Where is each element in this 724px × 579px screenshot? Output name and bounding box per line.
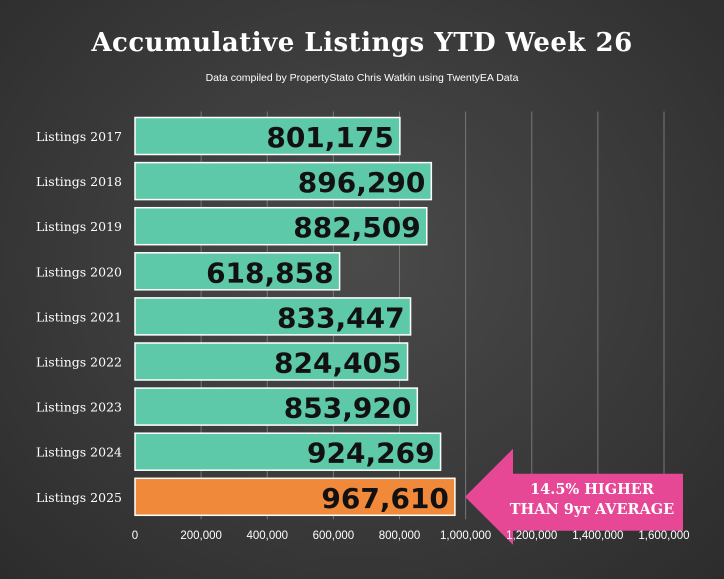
bar (134, 116, 401, 156)
bar (134, 252, 341, 291)
callout-text-line2: THAN 9yr AVERAGE (510, 501, 674, 518)
category-label: Listings 2025 (36, 490, 122, 505)
category-label: Listings 2020 (36, 264, 122, 279)
value-label: 967,610 (321, 482, 449, 515)
x-tick-label: 800,000 (379, 530, 421, 542)
callout-arrow (465, 448, 683, 545)
x-tick-label: 1,000,000 (440, 530, 491, 542)
bar (134, 432, 442, 471)
category-label: Listings 2018 (36, 174, 122, 189)
x-tick-label: 400,000 (246, 530, 288, 542)
value-label: 833,447 (277, 301, 405, 334)
x-tick-label: 0 (132, 530, 138, 542)
bar (134, 477, 456, 517)
category-label: Listings 2017 (36, 129, 122, 144)
bar (134, 387, 419, 426)
x-tick-label: 600,000 (313, 530, 355, 542)
value-label: 618,858 (206, 256, 334, 289)
category-label: Listings 2019 (36, 219, 122, 234)
value-label: 824,405 (274, 347, 402, 380)
bar (134, 297, 412, 336)
category-label: Listings 2022 (36, 355, 122, 370)
chart-subtitle: Data compiled by PropertyStato Chris Wat… (205, 72, 519, 84)
callout-text-line1: 14.5% HIGHER (530, 481, 655, 498)
x-tick-label: 1,600,000 (638, 530, 689, 542)
category-label: Listings 2021 (36, 309, 122, 324)
x-tick-label: 1,200,000 (506, 530, 557, 542)
bar (134, 342, 409, 381)
value-label: 924,269 (307, 437, 435, 470)
chart-title: Accumulative Listings YTD Week 26 (91, 28, 633, 58)
x-tick-label: 1,400,000 (572, 530, 623, 542)
x-tick-label: 200,000 (180, 530, 222, 542)
category-label: Listings 2024 (36, 445, 122, 460)
bar (134, 206, 428, 246)
value-label: 882,509 (293, 211, 421, 244)
value-label: 801,175 (266, 121, 394, 154)
value-label: 896,290 (298, 166, 426, 199)
value-label: 853,920 (284, 392, 412, 425)
category-label: Listings 2023 (36, 400, 122, 415)
bar (134, 161, 433, 201)
